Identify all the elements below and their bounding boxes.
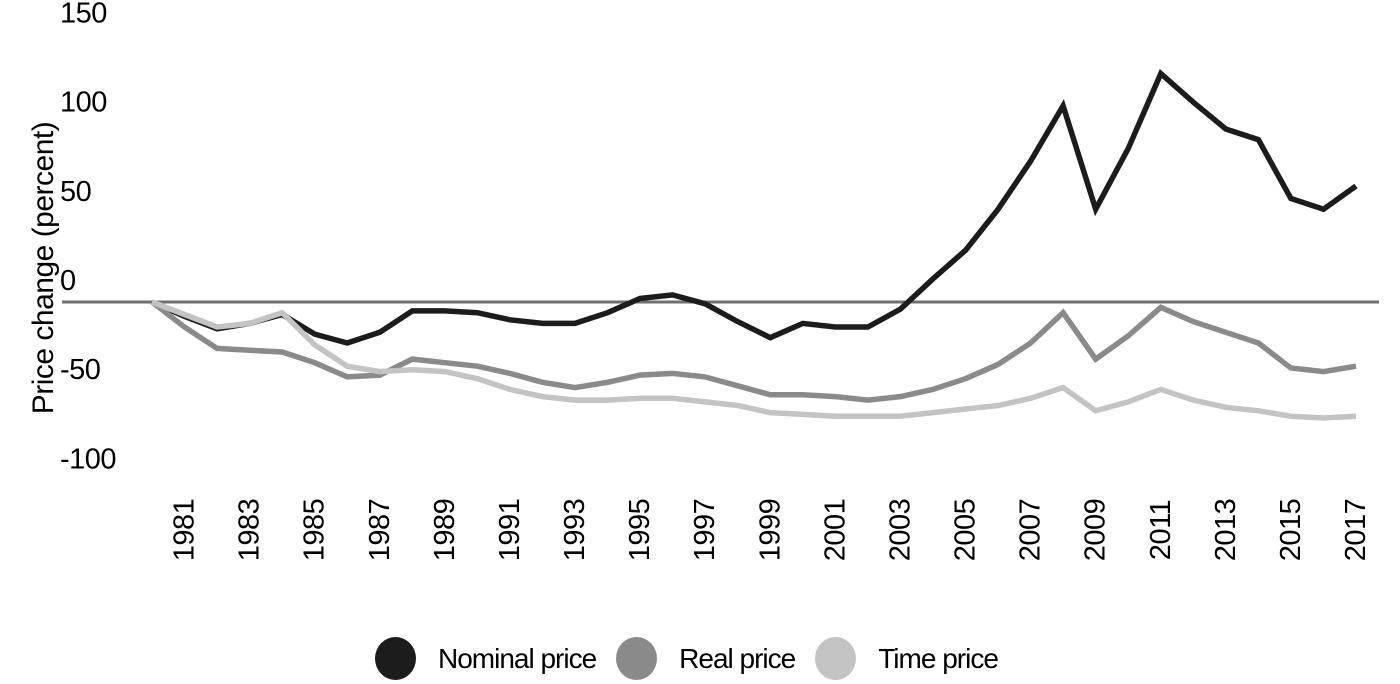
y-tick-label: 50 (60, 176, 91, 208)
y-tick-label: 100 (60, 87, 107, 119)
nominal-price-line (150, 69, 1358, 346)
x-tick-label: 2015 (1275, 499, 1307, 562)
x-tick-label: 1999 (754, 499, 786, 562)
y-tick-label: 150 (60, 0, 107, 29)
chart-legend: Nominal price Real price Time price (375, 637, 999, 680)
legend-label-real: Real price (679, 642, 796, 674)
legend-item-time: Time price (815, 637, 999, 680)
legend-label-nominal: Nominal price (438, 642, 597, 674)
x-tick-label: 2005 (950, 499, 982, 562)
x-tick-label: 1989 (429, 499, 461, 562)
legend-label-time: Time price (878, 642, 999, 674)
real-price-line (150, 299, 1357, 403)
legend-item-real: Real price (616, 637, 796, 680)
x-tick-label: 2007 (1015, 499, 1047, 562)
x-tick-label: 1981 (169, 499, 201, 562)
y-tick-label: -100 (60, 443, 116, 475)
x-tick-label: 2003 (884, 499, 916, 562)
nominal-price-swatch-icon (375, 637, 416, 680)
x-tick-label: 2017 (1340, 499, 1372, 562)
x-tick-label: 1985 (299, 499, 331, 562)
y-axis-title: Price change (percent) (27, 121, 60, 415)
time-price-swatch-icon (815, 637, 857, 680)
x-tick-label: 1983 (234, 499, 266, 562)
x-tick-label: 1995 (624, 499, 656, 562)
time-price-line (151, 299, 1357, 421)
y-tick-label: -50 (60, 354, 100, 386)
x-tick-label: 1993 (559, 499, 591, 562)
legend-item-nominal: Nominal price (375, 637, 597, 680)
y-tick-label: 0 (60, 265, 76, 297)
x-tick-label: 1997 (689, 499, 721, 562)
real-price-swatch-icon (616, 637, 658, 680)
x-tick-label: 1991 (494, 499, 526, 562)
x-tick-label: 1987 (364, 499, 396, 562)
x-tick-label: 2009 (1080, 499, 1112, 562)
x-tick-label: 2011 (1145, 500, 1177, 560)
x-tick-label: 2001 (819, 499, 851, 562)
x-tick-label: 2013 (1210, 499, 1242, 562)
